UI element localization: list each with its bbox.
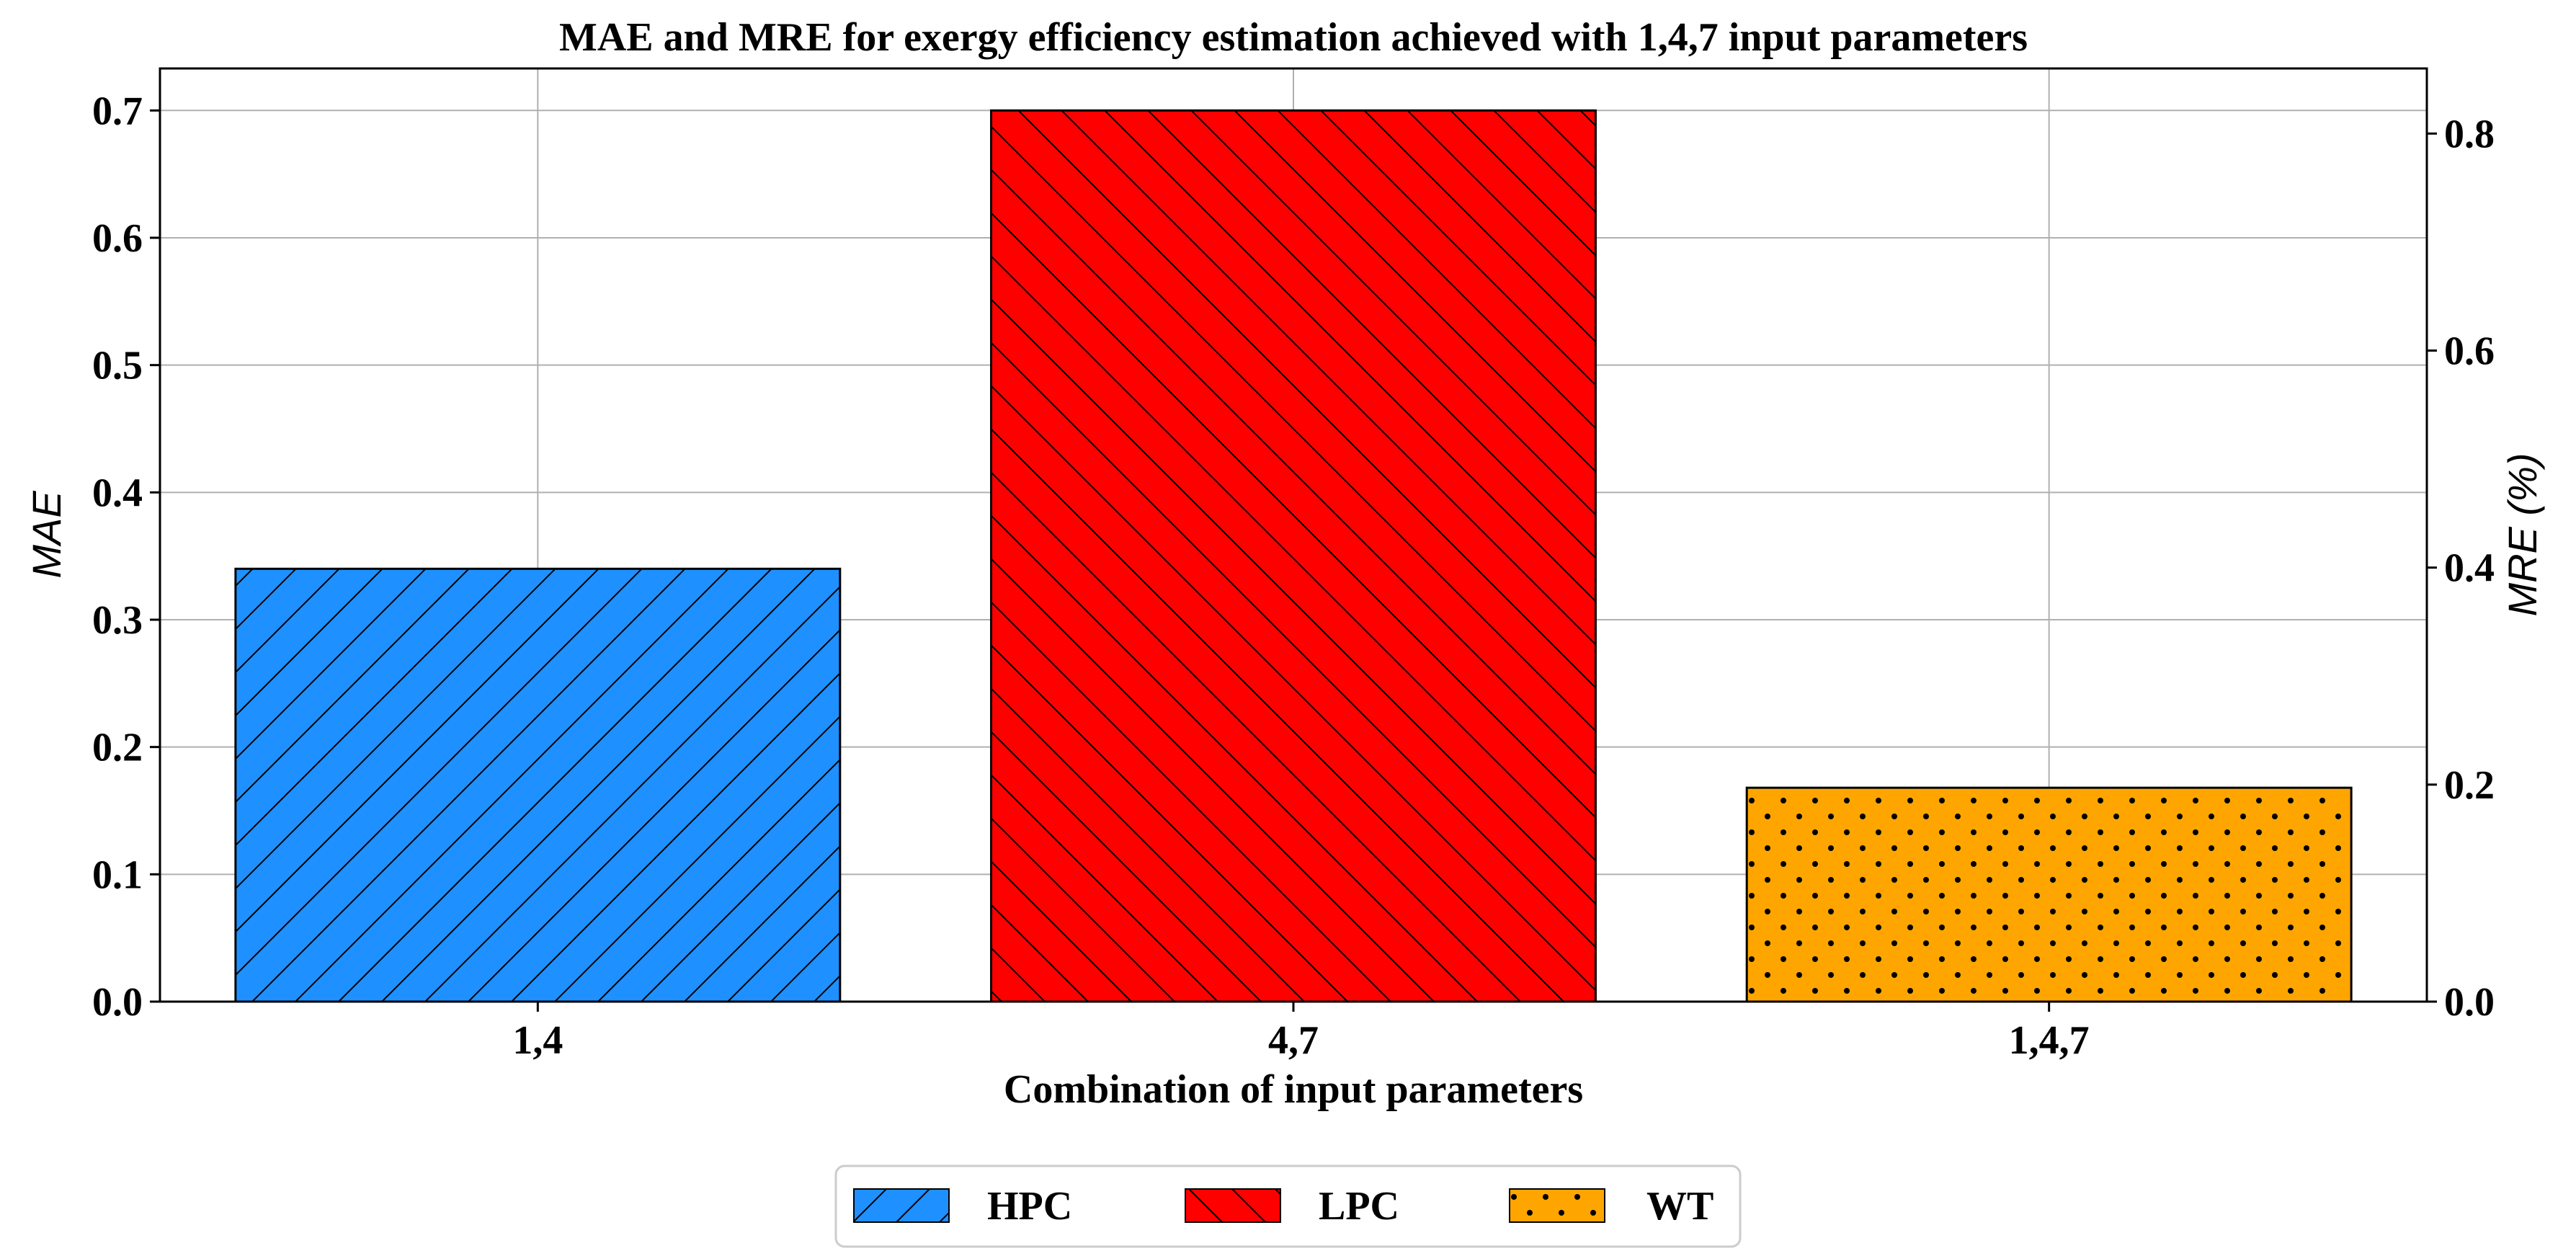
x-tick-label: 1,4,7 <box>2009 1018 2090 1063</box>
legend-label-wt: WT <box>1646 1184 1713 1229</box>
bar-hatch-lpc <box>991 110 1596 1002</box>
x-tick-label: 4,7 <box>1268 1018 1319 1063</box>
y2-tick-label: 0.2 <box>2444 763 2495 808</box>
right-axis-ticks: 0.0 0.2 0.4 0.6 0.8 <box>2427 112 2495 1025</box>
bar-layer <box>234 109 2353 1003</box>
y2-tick-label: 0.6 <box>2444 329 2495 374</box>
y-tick-label: 0.0 <box>92 980 143 1025</box>
plot-frame <box>159 67 2428 1003</box>
y2-axis-label: MRE (%) <box>2500 453 2545 616</box>
y2-tick-label: 0.4 <box>2444 546 2495 591</box>
bar-hatch-hpc <box>235 569 840 1002</box>
x-tick-label: 1,4 <box>512 1018 563 1063</box>
y2-tick-label: 0.0 <box>2444 980 2495 1025</box>
y2-tick-label: 0.8 <box>2444 112 2495 156</box>
x-axis-ticks: 1,4 4,7 1,4,7 <box>512 1002 2090 1063</box>
legend-label-hpc: HPC <box>987 1184 1072 1229</box>
legend: HPC LPC WT <box>834 1164 1742 1248</box>
legend-hatch-lpc <box>1185 1189 1280 1222</box>
y-tick-label: 0.1 <box>92 852 143 897</box>
legend-label-lpc: LPC <box>1319 1184 1399 1229</box>
legend-item-lpc: LPC <box>1185 1184 1399 1229</box>
y-axis-label: MAE <box>24 491 69 579</box>
chart-title: MAE and MRE for exergy efficiency estima… <box>559 15 2028 60</box>
legend-frame <box>834 1164 1742 1248</box>
y-tick-label: 0.5 <box>92 344 143 388</box>
bar-hatch-wt <box>1747 788 2352 1002</box>
y-tick-label: 0.4 <box>92 471 143 515</box>
left-axis-ticks: 0.0 0.1 0.2 0.3 0.4 0.5 0.6 0.7 <box>92 89 160 1025</box>
legend-hatch-wt <box>1510 1189 1605 1222</box>
legend-item-hpc: HPC <box>853 1184 1072 1229</box>
x-axis-label: Combination of input parameters <box>1004 1067 1583 1112</box>
y-tick-label: 0.7 <box>92 89 143 133</box>
legend-item-wt: WT <box>1509 1184 1713 1229</box>
y-tick-label: 0.2 <box>92 726 143 770</box>
legend-hatch-hpc <box>854 1189 949 1222</box>
y-tick-label: 0.6 <box>92 216 143 261</box>
y-tick-label: 0.3 <box>92 598 143 643</box>
